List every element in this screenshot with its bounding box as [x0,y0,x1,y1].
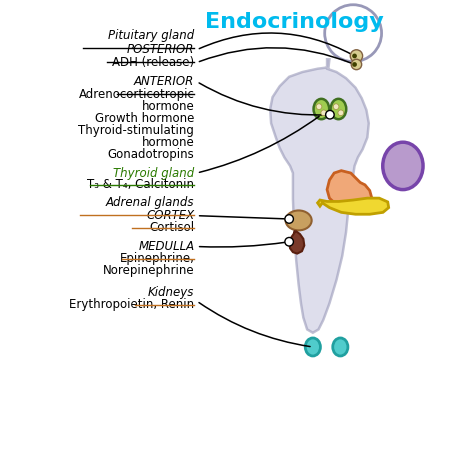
Ellipse shape [285,210,312,230]
Text: hormone: hormone [142,100,194,113]
Text: Thyroid-stimulating: Thyroid-stimulating [79,124,194,137]
Text: Cortisol: Cortisol [149,221,194,234]
Circle shape [350,50,363,62]
Text: T₃ & T₄, Calcitonin: T₃ & T₄, Calcitonin [87,178,194,191]
Polygon shape [318,198,389,214]
Text: ADH (release): ADH (release) [112,56,194,69]
Text: POSTERIOR: POSTERIOR [127,43,194,56]
Polygon shape [327,171,372,210]
Ellipse shape [333,338,348,356]
Ellipse shape [383,142,423,190]
Text: CORTEX: CORTEX [146,209,194,222]
Text: ANTERIOR: ANTERIOR [134,75,194,88]
Circle shape [326,110,334,119]
Ellipse shape [330,99,346,119]
Text: Endocrinology: Endocrinology [204,12,383,32]
Ellipse shape [313,99,329,119]
Text: Gonadotropins: Gonadotropins [108,147,194,161]
Circle shape [325,5,382,62]
Circle shape [321,110,327,116]
Circle shape [351,59,362,70]
Text: MEDULLA: MEDULLA [138,240,194,253]
Text: Thyroid gland: Thyroid gland [113,166,194,180]
Circle shape [338,110,344,116]
Circle shape [352,62,357,67]
Circle shape [285,215,293,223]
Ellipse shape [305,338,320,356]
Circle shape [316,104,322,109]
Text: Adrenal glands: Adrenal glands [106,196,194,209]
Text: hormone: hormone [142,136,194,149]
Text: Kidneys: Kidneys [148,286,194,299]
Circle shape [352,54,357,58]
Text: Adrenocorticotropic: Adrenocorticotropic [79,88,194,101]
Circle shape [285,237,293,246]
Circle shape [333,104,339,109]
Polygon shape [270,59,369,333]
Text: Erythropoietin, Renin: Erythropoietin, Renin [69,298,194,311]
Text: Pituitary gland: Pituitary gland [108,29,194,42]
Polygon shape [289,231,304,254]
Text: Growth hormone: Growth hormone [95,112,194,125]
Text: Norepinephrine: Norepinephrine [103,264,194,277]
Text: Epinephrine,: Epinephrine, [119,252,194,265]
